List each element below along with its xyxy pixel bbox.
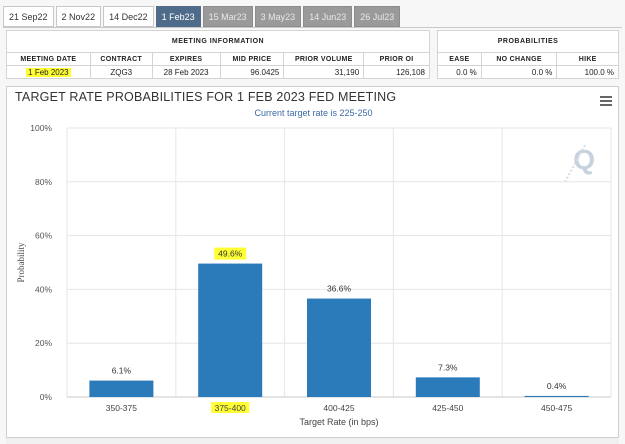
expires-value: 28 Feb 2023 <box>151 65 221 79</box>
tab-3-may23[interactable]: 3 May23 <box>254 6 302 27</box>
col-ease: EASE <box>437 52 482 66</box>
col-mid-price: MID PRICE <box>219 52 285 66</box>
x-axis-title: Target Rate (in bps) <box>299 417 378 427</box>
col-meeting-date: MEETING DATE <box>6 52 91 66</box>
table-row: 0.0 % 0.0 % 100.0 % <box>437 65 619 79</box>
watermark-stroke <box>564 144 586 183</box>
meeting-information-table: MEETING INFORMATION MEETING DATE CONTRAC… <box>6 30 430 79</box>
x-tick-label: 425-450 <box>432 403 463 413</box>
data-label-highlight <box>214 247 247 260</box>
x-tick-label: 400-425 <box>323 403 354 413</box>
probability-chart: Q 0% 20% 40% 60% 80% 100% 6.1% 350-375 49.6% 375-4… <box>16 123 612 427</box>
col-hike: HIKE <box>556 52 619 66</box>
bottom-scroll-area <box>6 438 619 444</box>
mid-price-value: 96.0425 <box>219 65 285 79</box>
chart-subtitle: Current target rate is 225-250 <box>254 108 373 118</box>
col-contract: CONTRACT <box>89 52 153 66</box>
meeting-date-cell: 1 Feb 2023 <box>6 65 91 79</box>
y-tick-label: 80% <box>35 177 52 187</box>
tab-divider <box>3 27 622 28</box>
chart-title: TARGET RATE PROBABILITIES FOR 1 FEB 2023… <box>15 90 397 104</box>
meeting-tabs: 21 Sep22 2 Nov22 14 Dec22 1 Feb23 15 Mar23 3 … <box>3 6 401 27</box>
no-change-value: 0.0 % <box>480 65 558 79</box>
col-prior-volume: PRIOR VOLUME <box>283 52 365 66</box>
bar-375-400 <box>198 263 263 397</box>
watermark-logo: Q <box>573 144 595 175</box>
x-tick-label: 375-400 <box>215 403 246 413</box>
tab-1-feb23[interactable]: 1 Feb23 <box>155 6 201 27</box>
col-no-change: NO CHANGE <box>480 52 558 66</box>
col-prior-oi: PRIOR OI <box>363 52 430 66</box>
y-tick-label: 20% <box>35 338 52 348</box>
y-axis-title: Probability <box>16 242 26 282</box>
col-expires: EXPIRES <box>151 52 221 66</box>
x-tick-label: 450-475 <box>541 403 572 413</box>
meeting-date-value: 1 Feb 2023 <box>26 67 71 77</box>
tab-2-nov22[interactable]: 2 Nov22 <box>55 6 102 27</box>
meeting-information-title: MEETING INFORMATION <box>6 30 430 53</box>
bar-425-450 <box>415 377 480 397</box>
y-tick-label: 100% <box>30 123 52 133</box>
tab-21-sep22[interactable]: 21 Sep22 <box>3 6 54 27</box>
y-tick-label: 0% <box>40 392 53 402</box>
table-row: 1 Feb 2023 ZQG3 28 Feb 2023 96.0425 31,1… <box>6 65 430 79</box>
bar-350-375 <box>89 380 154 397</box>
tab-14-jun23[interactable]: 14 Jun23 <box>303 6 353 27</box>
probabilities-table: PROBABILITIES EASE NO CHANGE HIKE 0.0 % … <box>437 30 619 79</box>
data-label: 49.6% <box>218 249 243 259</box>
hamburger-menu-icon[interactable] <box>600 96 612 106</box>
prior-oi-value: 126,108 <box>363 65 430 79</box>
x-tick-label: 350-375 <box>106 403 137 413</box>
data-label: 0.4% <box>547 381 567 391</box>
y-tick-label: 60% <box>35 231 52 241</box>
data-label: 6.1% <box>112 366 132 376</box>
y-tick-label: 40% <box>35 284 52 294</box>
contract-value: ZQG3 <box>89 65 153 79</box>
tab-15-mar23[interactable]: 15 Mar23 <box>202 6 253 27</box>
prior-volume-value: 31,190 <box>283 65 365 79</box>
ease-value: 0.0 % <box>437 65 482 79</box>
probabilities-title: PROBABILITIES <box>437 30 619 53</box>
bar-450-475 <box>524 395 589 397</box>
hike-value: 100.0 % <box>556 65 619 79</box>
chart-panel: Q 0% 20% 40% 60% 80% 100% 6.1% 350-375 49.6% 375-4… <box>6 86 619 438</box>
data-label: 36.6% <box>327 284 352 294</box>
data-label: 7.3% <box>438 362 458 372</box>
tab-26-jul23[interactable]: 26 Jul23 <box>354 6 401 27</box>
tab-14-dec22[interactable]: 14 Dec22 <box>103 6 154 27</box>
x-tick-highlight <box>211 402 250 413</box>
bar-400-425 <box>307 298 371 397</box>
